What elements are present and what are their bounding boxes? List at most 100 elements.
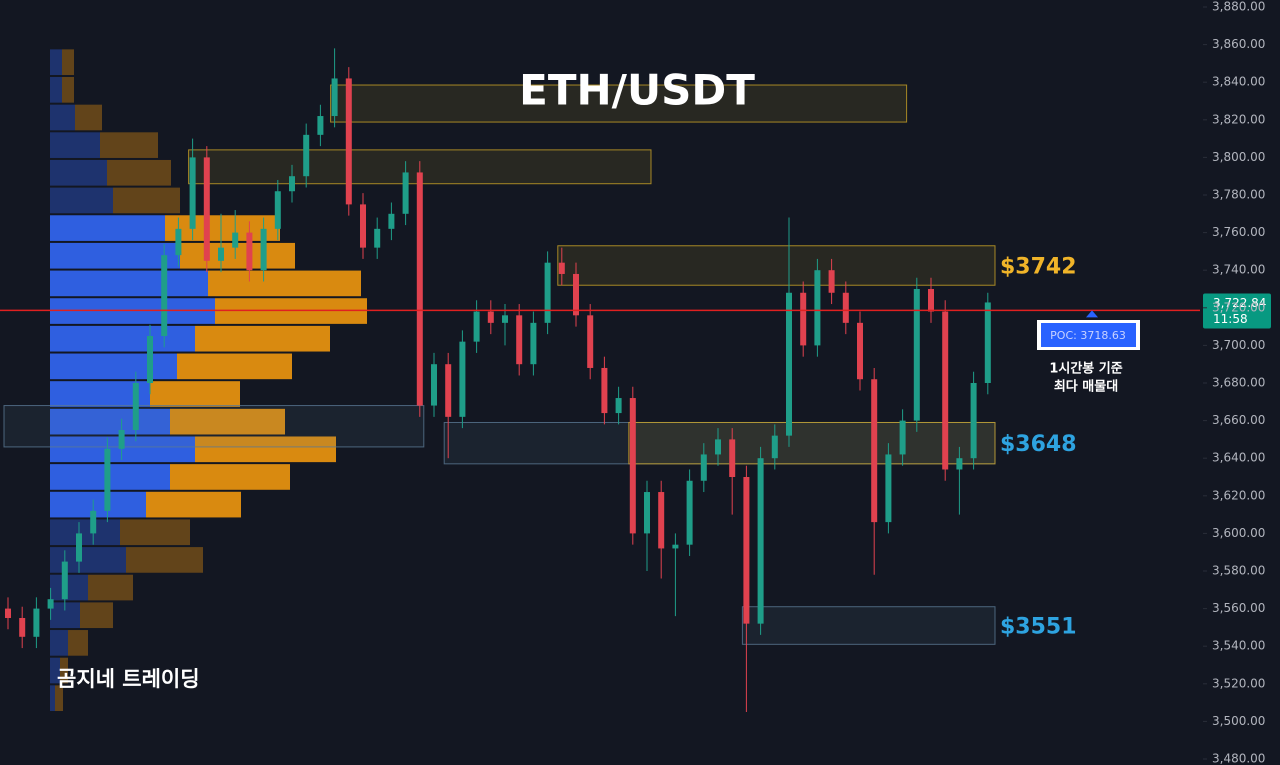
profile-up (50, 49, 62, 76)
last-price-box (1203, 293, 1271, 329)
y-tick-label: 3,620.00 (1212, 488, 1265, 502)
candle-body (516, 315, 523, 365)
profile-up (50, 77, 62, 103)
zone-label: $3648 (1000, 432, 1077, 457)
profile-down (150, 381, 240, 407)
y-tick-label: 3,820.00 (1212, 112, 1265, 126)
candle-body (260, 228, 267, 271)
zone (557, 245, 996, 286)
candle-body (303, 134, 310, 177)
candle-body (388, 213, 395, 229)
y-tick-label: 3,660.00 (1212, 413, 1265, 427)
candle-body (885, 454, 892, 523)
candle-body (189, 157, 196, 229)
y-tick-label: 3,540.00 (1212, 639, 1265, 653)
candle-body (644, 492, 650, 534)
profile-up (50, 547, 126, 573)
y-tick-label: 3,860.00 (1212, 37, 1265, 51)
profile-down (146, 491, 241, 518)
candle-body (459, 341, 466, 417)
candle-body (274, 191, 281, 229)
last-price-time: 11:58 (1213, 312, 1248, 326)
y-tick-label: 3,720.00 (1212, 300, 1265, 314)
candle-body (487, 311, 494, 323)
profile-down (195, 436, 336, 463)
candle-body (147, 336, 153, 383)
candle-body (871, 379, 878, 523)
candle-body (658, 492, 665, 549)
profile-down (75, 104, 102, 131)
candle-body (161, 255, 168, 336)
candle-body (942, 311, 949, 470)
y-tick-label: 3,580.00 (1212, 564, 1265, 578)
candle-body (19, 618, 26, 637)
y-tick-label: 3,700.00 (1212, 338, 1265, 352)
candle-body (33, 608, 40, 637)
candle-body (246, 232, 253, 271)
candle-body (573, 273, 579, 316)
poc-label: POC: 3718.63 (1050, 329, 1126, 342)
candle-body (587, 315, 594, 368)
candle-body (132, 383, 139, 430)
candle-body (445, 364, 452, 417)
profile-down (126, 547, 203, 573)
poc-note: 1시간봉 기준 (1049, 361, 1122, 377)
profile-down (88, 574, 133, 601)
candle-body (118, 430, 125, 449)
poc-note: 최다 매물대 (1054, 379, 1118, 395)
candle-body (544, 262, 551, 323)
profile-down (60, 657, 68, 684)
candle-body (984, 302, 991, 383)
profile-down (100, 132, 158, 158)
profile-up (50, 159, 107, 186)
zone (628, 421, 996, 465)
profile-up (50, 685, 55, 711)
candle-body (218, 247, 224, 261)
poc-box (1041, 323, 1136, 347)
y-tick-label: 3,840.00 (1212, 75, 1265, 89)
candle-body (416, 172, 423, 406)
y-tick-label: 3,480.00 (1212, 752, 1265, 765)
candle-body (104, 448, 111, 511)
zone (741, 606, 996, 645)
profile-up (50, 325, 195, 352)
candle-body (232, 232, 239, 248)
y-tick-label: 3,880.00 (1212, 0, 1265, 14)
profile-up (50, 491, 146, 518)
profile-up (50, 132, 100, 158)
candle-body (345, 78, 352, 205)
candle-body (473, 311, 480, 342)
candle-body (729, 439, 736, 477)
profile-down (208, 270, 361, 297)
chart-title: ETH/USDT (519, 66, 755, 115)
y-tick-label: 3,600.00 (1212, 526, 1265, 540)
candle-body (47, 599, 54, 609)
candle-body (317, 116, 324, 135)
candle-body (374, 228, 381, 248)
watermark: 곰지네 트레이딩 (57, 667, 200, 691)
candle-body (530, 322, 537, 365)
y-tick-label: 3,780.00 (1212, 188, 1265, 202)
profile-up (50, 270, 208, 297)
candle-body (289, 176, 295, 192)
y-tick-label: 3,740.00 (1212, 263, 1265, 277)
profile-up (50, 215, 165, 241)
profile-down (55, 685, 63, 711)
profile-up (50, 519, 120, 546)
profile-up (50, 353, 177, 380)
candle-body (757, 458, 764, 624)
zone-label: $3551 (1000, 615, 1077, 640)
candle-body (431, 364, 437, 406)
y-tick-label: 3,560.00 (1212, 601, 1265, 615)
candle-body (814, 270, 821, 346)
candle-body (700, 454, 707, 481)
profile-down (80, 602, 113, 629)
candle-body (715, 439, 721, 455)
y-tick-label: 3,800.00 (1212, 150, 1265, 164)
candle-body (502, 315, 508, 323)
y-tick-label: 3,640.00 (1212, 451, 1265, 465)
candle-body (203, 157, 210, 261)
profile-up (50, 574, 88, 601)
profile-up (50, 104, 75, 131)
